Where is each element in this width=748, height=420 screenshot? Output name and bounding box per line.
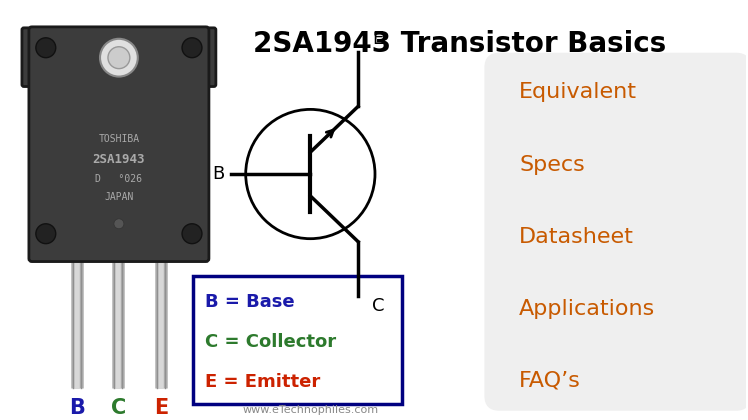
FancyBboxPatch shape bbox=[485, 52, 748, 411]
Text: TOSHIBA: TOSHIBA bbox=[98, 134, 139, 144]
Text: E: E bbox=[154, 398, 168, 418]
Circle shape bbox=[182, 224, 202, 244]
Text: E = Emitter: E = Emitter bbox=[205, 373, 320, 391]
Text: 2SA1943: 2SA1943 bbox=[93, 152, 145, 165]
Circle shape bbox=[114, 219, 124, 229]
FancyBboxPatch shape bbox=[22, 28, 216, 87]
Ellipse shape bbox=[108, 47, 130, 68]
Text: B: B bbox=[69, 398, 85, 418]
Ellipse shape bbox=[100, 39, 138, 76]
Text: FAQ’s: FAQ’s bbox=[519, 371, 581, 391]
Bar bbox=[32, 40, 206, 70]
Text: D   °026: D °026 bbox=[96, 174, 142, 184]
Text: www.eTechnophiles.com: www.eTechnophiles.com bbox=[242, 405, 378, 415]
Text: C = Collector: C = Collector bbox=[205, 333, 336, 351]
Text: C: C bbox=[372, 297, 384, 315]
Text: Specs: Specs bbox=[519, 155, 585, 175]
Text: C: C bbox=[111, 398, 126, 418]
Text: B: B bbox=[212, 165, 225, 183]
Text: Equivalent: Equivalent bbox=[519, 82, 637, 102]
Text: B = Base: B = Base bbox=[205, 293, 295, 311]
Circle shape bbox=[36, 38, 56, 58]
Text: Applications: Applications bbox=[519, 299, 655, 319]
Text: 2SA1943 Transistor Basics: 2SA1943 Transistor Basics bbox=[253, 30, 666, 58]
Circle shape bbox=[36, 224, 56, 244]
Circle shape bbox=[245, 109, 375, 239]
FancyBboxPatch shape bbox=[193, 276, 402, 404]
Circle shape bbox=[182, 38, 202, 58]
Text: JAPAN: JAPAN bbox=[104, 192, 134, 202]
FancyBboxPatch shape bbox=[29, 27, 209, 262]
Text: Datasheet: Datasheet bbox=[519, 227, 634, 247]
Text: E: E bbox=[372, 30, 383, 48]
